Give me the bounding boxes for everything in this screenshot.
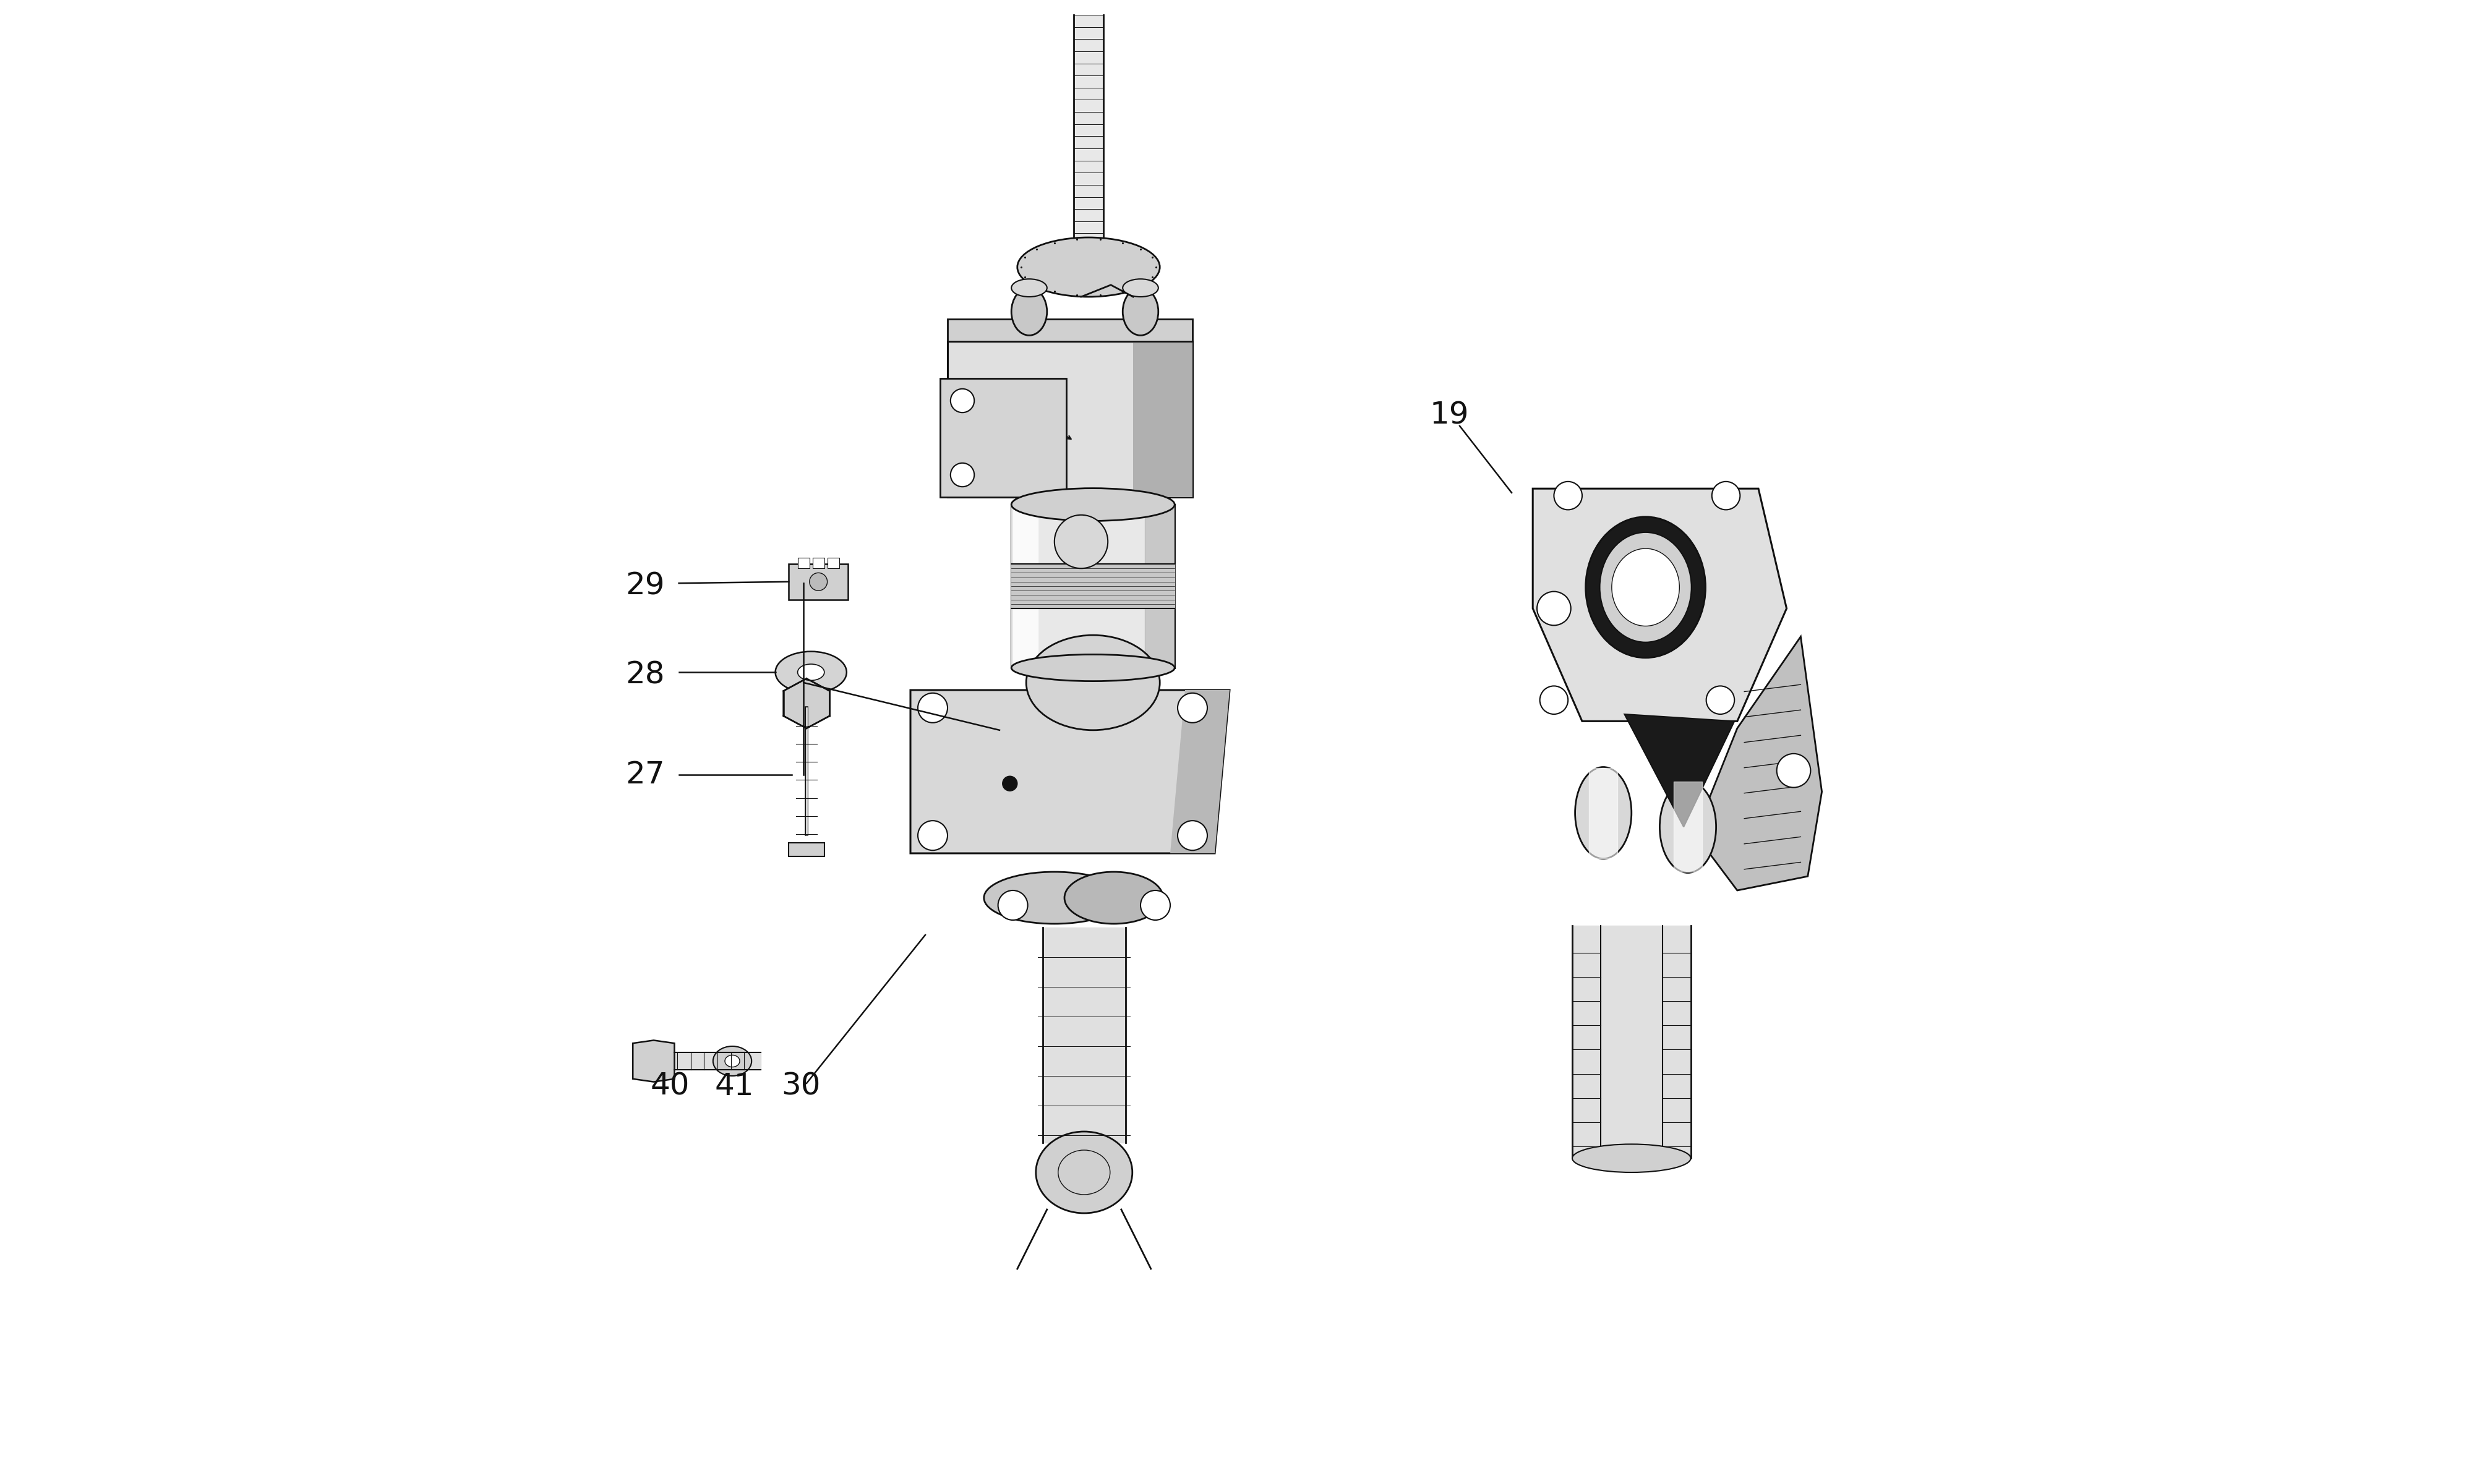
Ellipse shape — [1012, 288, 1047, 335]
Ellipse shape — [1054, 515, 1108, 568]
Text: 29: 29 — [626, 571, 666, 601]
Ellipse shape — [1123, 288, 1158, 335]
Ellipse shape — [918, 821, 948, 850]
Ellipse shape — [1776, 754, 1811, 788]
Ellipse shape — [1123, 279, 1158, 297]
Polygon shape — [797, 558, 809, 568]
Ellipse shape — [1611, 549, 1680, 626]
Ellipse shape — [918, 693, 948, 723]
Ellipse shape — [1554, 481, 1583, 510]
Ellipse shape — [1012, 488, 1175, 521]
Ellipse shape — [1601, 533, 1692, 643]
Polygon shape — [826, 558, 839, 568]
Ellipse shape — [1012, 654, 1175, 681]
Ellipse shape — [809, 573, 826, 591]
Ellipse shape — [1539, 686, 1569, 714]
Polygon shape — [940, 378, 1066, 497]
Polygon shape — [633, 1040, 675, 1082]
Polygon shape — [784, 678, 829, 729]
Polygon shape — [1625, 714, 1734, 827]
Polygon shape — [1133, 341, 1192, 497]
Ellipse shape — [985, 871, 1126, 923]
Ellipse shape — [1012, 279, 1047, 297]
Ellipse shape — [1064, 871, 1163, 923]
Ellipse shape — [950, 389, 975, 413]
Ellipse shape — [1573, 1144, 1690, 1172]
Ellipse shape — [1017, 237, 1160, 297]
Ellipse shape — [1027, 635, 1160, 730]
Ellipse shape — [950, 463, 975, 487]
Text: 41: 41 — [715, 1071, 755, 1101]
Polygon shape — [789, 564, 849, 600]
Ellipse shape — [1576, 767, 1630, 859]
Ellipse shape — [774, 651, 846, 693]
Ellipse shape — [1707, 686, 1734, 714]
Text: 30: 30 — [782, 1071, 821, 1101]
Polygon shape — [948, 341, 1192, 497]
Ellipse shape — [1178, 821, 1207, 850]
Polygon shape — [948, 319, 1192, 341]
Ellipse shape — [1141, 890, 1170, 920]
Text: 28: 28 — [626, 660, 666, 690]
Ellipse shape — [1002, 776, 1017, 791]
Ellipse shape — [1712, 481, 1739, 510]
Ellipse shape — [1586, 516, 1705, 657]
Polygon shape — [811, 558, 824, 568]
Ellipse shape — [1178, 693, 1207, 723]
Polygon shape — [1534, 488, 1786, 721]
Ellipse shape — [713, 1046, 752, 1076]
Ellipse shape — [1037, 1131, 1133, 1214]
Text: 40: 40 — [651, 1071, 690, 1101]
Text: 27: 27 — [626, 760, 666, 789]
Ellipse shape — [1536, 592, 1571, 625]
Polygon shape — [789, 843, 824, 856]
Ellipse shape — [725, 1055, 740, 1067]
Polygon shape — [1695, 637, 1821, 890]
Polygon shape — [1170, 690, 1230, 853]
Text: 19: 19 — [1430, 401, 1470, 430]
Ellipse shape — [797, 663, 824, 680]
Polygon shape — [910, 690, 1230, 853]
Ellipse shape — [1660, 781, 1717, 873]
Ellipse shape — [997, 890, 1027, 920]
